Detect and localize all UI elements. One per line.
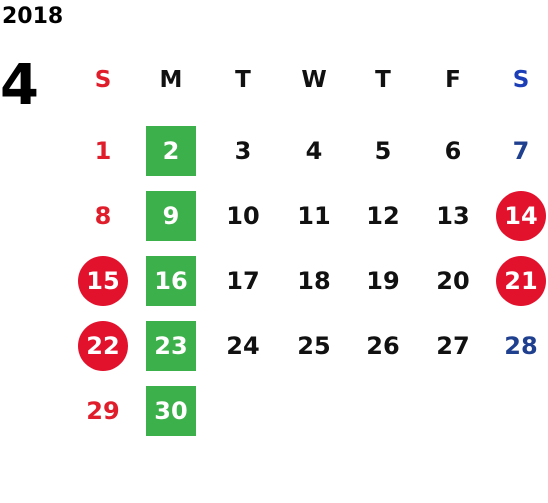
day-cell[interactable]: 16 xyxy=(146,256,196,306)
day-cell[interactable]: 19 xyxy=(366,267,400,295)
day-cell[interactable]: 13 xyxy=(436,202,470,230)
day-cell[interactable]: 7 xyxy=(512,137,530,165)
weekday-header: M xyxy=(159,67,183,93)
weekday-header: S xyxy=(512,67,530,93)
day-cell[interactable]: 27 xyxy=(436,332,470,360)
day-cell[interactable]: 8 xyxy=(94,202,112,230)
calendar-year: 2018 xyxy=(2,4,64,29)
day-cell[interactable]: 10 xyxy=(226,202,260,230)
day-cell[interactable]: 2 xyxy=(146,126,196,176)
weekday-header: F xyxy=(445,67,461,93)
day-cell[interactable]: 28 xyxy=(504,332,538,360)
day-cell[interactable]: 6 xyxy=(444,137,462,165)
calendar-month: 4 xyxy=(0,53,39,118)
day-cell[interactable]: 15 xyxy=(78,256,128,306)
day-cell[interactable]: 18 xyxy=(297,267,331,295)
weekday-header: W xyxy=(301,67,327,93)
day-cell[interactable]: 26 xyxy=(366,332,400,360)
day-cell[interactable]: 3 xyxy=(234,137,252,165)
weekday-header: T xyxy=(375,67,391,93)
day-cell[interactable]: 20 xyxy=(436,267,470,295)
day-cell[interactable]: 25 xyxy=(297,332,331,360)
day-cell[interactable]: 24 xyxy=(226,332,260,360)
day-cell[interactable]: 9 xyxy=(146,191,196,241)
day-cell[interactable]: 29 xyxy=(86,397,120,425)
day-cell[interactable]: 11 xyxy=(297,202,331,230)
day-cell[interactable]: 14 xyxy=(496,191,546,241)
weekday-header: T xyxy=(235,67,251,93)
day-cell[interactable]: 1 xyxy=(94,137,112,165)
day-cell[interactable]: 12 xyxy=(366,202,400,230)
day-cell[interactable]: 17 xyxy=(226,267,260,295)
weekday-header: S xyxy=(94,67,112,93)
day-cell[interactable]: 21 xyxy=(496,256,546,306)
day-cell[interactable]: 30 xyxy=(146,386,196,436)
day-cell[interactable]: 23 xyxy=(146,321,196,371)
day-cell[interactable]: 22 xyxy=(78,321,128,371)
day-cell[interactable]: 5 xyxy=(374,137,392,165)
day-cell[interactable]: 4 xyxy=(305,137,323,165)
